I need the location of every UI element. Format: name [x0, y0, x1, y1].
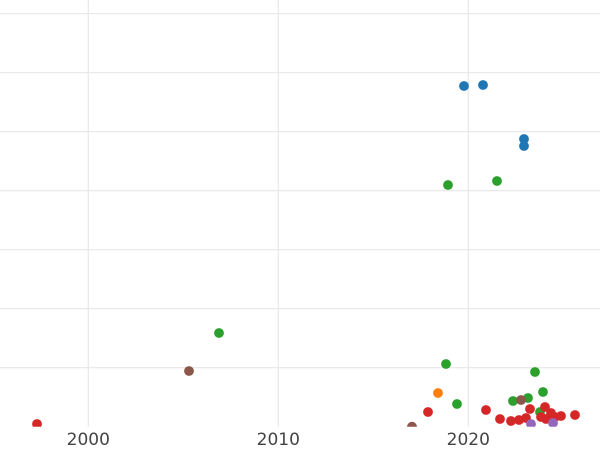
- series-purple-point: [526, 419, 536, 427]
- series-blue-point: [478, 80, 488, 90]
- series-brown-point: [184, 366, 194, 376]
- series-green-point: [492, 176, 502, 186]
- series-brown-point: [407, 421, 417, 427]
- series-blue-point: [459, 81, 469, 91]
- series-red-point: [32, 419, 42, 427]
- series-green-point: [530, 367, 540, 377]
- series-red-point: [525, 404, 535, 414]
- series-green-point: [452, 399, 462, 409]
- data-points-layer: [32, 80, 580, 427]
- series-red-point: [506, 416, 516, 426]
- series-red-point: [570, 410, 580, 420]
- series-orange-point: [433, 388, 443, 398]
- series-red-point: [556, 411, 566, 421]
- series-red-point: [540, 402, 550, 412]
- series-purple-point: [548, 418, 558, 427]
- series-green-point: [214, 328, 224, 338]
- series-green-point: [508, 396, 518, 406]
- series-blue-point: [519, 134, 529, 144]
- gridlines: [0, 0, 600, 427]
- series-blue-point: [519, 141, 529, 151]
- series-green-point: [441, 359, 451, 369]
- x-tick-label-2020: 2020: [447, 430, 490, 450]
- series-red-point: [481, 405, 491, 415]
- x-tick-label-2000: 2000: [67, 430, 110, 450]
- series-green-point: [443, 180, 453, 190]
- x-tick-label-2010: 2010: [257, 430, 300, 450]
- x-axis-tick-labels: 2000 2010 2020: [67, 430, 490, 450]
- series-brown-point: [516, 395, 526, 405]
- series-red-point: [423, 407, 433, 417]
- series-red-point: [495, 414, 505, 424]
- series-green-point: [538, 387, 548, 397]
